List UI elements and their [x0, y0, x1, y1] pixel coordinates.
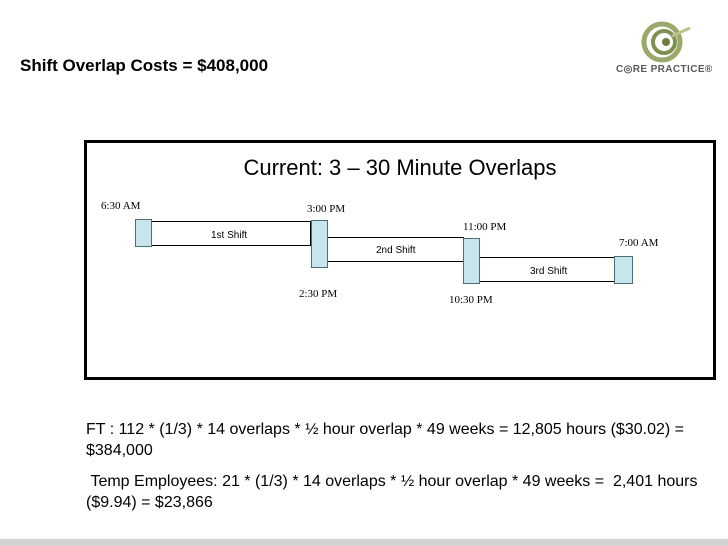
diagram-title: Current: 3 – 30 Minute Overlaps	[243, 155, 557, 180]
time-label-1100pm: 11:00 PM	[463, 221, 507, 233]
overlap-marker-shift1-shift2	[311, 220, 328, 268]
overlap-marker-shift2-shift3	[463, 238, 480, 284]
time-label-300pm: 3:00 PM	[307, 203, 346, 215]
overlap-marker-start	[135, 219, 152, 247]
first-shift-bar	[151, 221, 311, 246]
overlap-marker-end	[614, 256, 633, 284]
time-label-700am: 7:00 AM	[619, 237, 659, 249]
time-label-230pm: 2:30 PM	[299, 288, 338, 300]
shift-diagram: Current: 3 – 30 Minute Overlaps 6:30 AM …	[84, 140, 716, 380]
second-shift-bar	[328, 237, 464, 262]
time-label-1030pm: 10:30 PM	[449, 294, 493, 306]
third-shift-label: 3rd Shift	[530, 266, 568, 277]
logo-wordmark: C◎RE PRACTICE®	[616, 64, 713, 75]
slide-title: Shift Overlap Costs = $408,000	[20, 56, 269, 75]
core-practice-logo-icon	[641, 21, 691, 63]
footer-bar	[0, 539, 728, 546]
ft-cost-calculation: FT : 112 * (1/3) * 14 overlaps * ½ hour …	[86, 421, 684, 459]
temp-cost-calculation: Temp Employees: 21 * (1/3) * 14 overlaps…	[86, 473, 702, 511]
third-shift-bar	[480, 257, 615, 282]
second-shift-label: 2nd Shift	[376, 245, 416, 256]
first-shift-label: 1st Shift	[211, 230, 248, 241]
time-label-630am: 6:30 AM	[101, 200, 141, 212]
